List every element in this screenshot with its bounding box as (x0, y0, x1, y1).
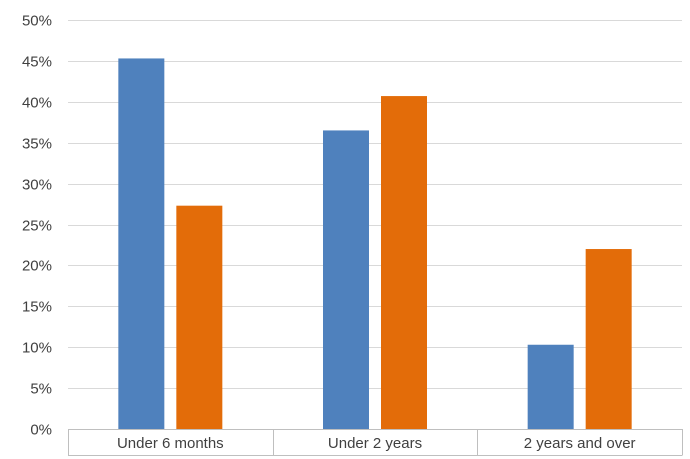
y-tick-label: 15% (22, 299, 52, 316)
bar-series-2-category-3 (585, 249, 632, 429)
y-tick-label: 25% (22, 218, 52, 235)
category-label: Under 6 months (117, 435, 224, 452)
y-tick-label: 40% (22, 95, 52, 112)
bars (118, 58, 632, 430)
bar-series-1-category-2 (323, 130, 369, 429)
y-tick-label: 45% (22, 54, 52, 71)
bar-series-2-category-2 (381, 96, 427, 429)
y-axis-tick-labels: 0% 5% 10% 15% 20% 25% 30% 35% 40% 45% 50% (22, 13, 52, 439)
bar-series-1-category-3 (527, 344, 574, 429)
y-tick-label: 20% (22, 258, 52, 275)
category-labels: Under 6 months Under 2 years 2 years and o… (117, 435, 636, 452)
y-tick-label: 0% (30, 422, 52, 439)
y-tick-label: 50% (22, 13, 52, 30)
category-axis-box (68, 429, 683, 456)
category-label: 2 years and over (524, 435, 636, 452)
category-label: Under 2 years (328, 435, 422, 452)
bar-series-1-category-1 (118, 58, 165, 430)
y-tick-label: 10% (22, 340, 52, 357)
y-tick-label: 5% (30, 381, 52, 398)
y-tick-label: 30% (22, 177, 52, 194)
y-tick-label: 35% (22, 136, 52, 153)
bar-series-2-category-1 (176, 205, 223, 429)
gridlines (68, 20, 682, 389)
